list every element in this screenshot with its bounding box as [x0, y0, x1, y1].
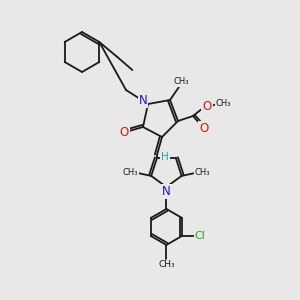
Text: N: N	[162, 185, 171, 198]
Text: CH₃: CH₃	[122, 168, 138, 177]
Text: CH₃: CH₃	[158, 260, 175, 269]
Text: N: N	[139, 94, 147, 107]
Text: O: O	[200, 122, 208, 134]
Text: CH₃: CH₃	[215, 98, 231, 107]
Text: O: O	[202, 100, 211, 113]
Text: H: H	[161, 152, 169, 162]
Text: Cl: Cl	[195, 231, 206, 241]
Text: CH₃: CH₃	[173, 77, 189, 86]
Text: O: O	[119, 125, 129, 139]
Text: CH₃: CH₃	[195, 168, 210, 177]
